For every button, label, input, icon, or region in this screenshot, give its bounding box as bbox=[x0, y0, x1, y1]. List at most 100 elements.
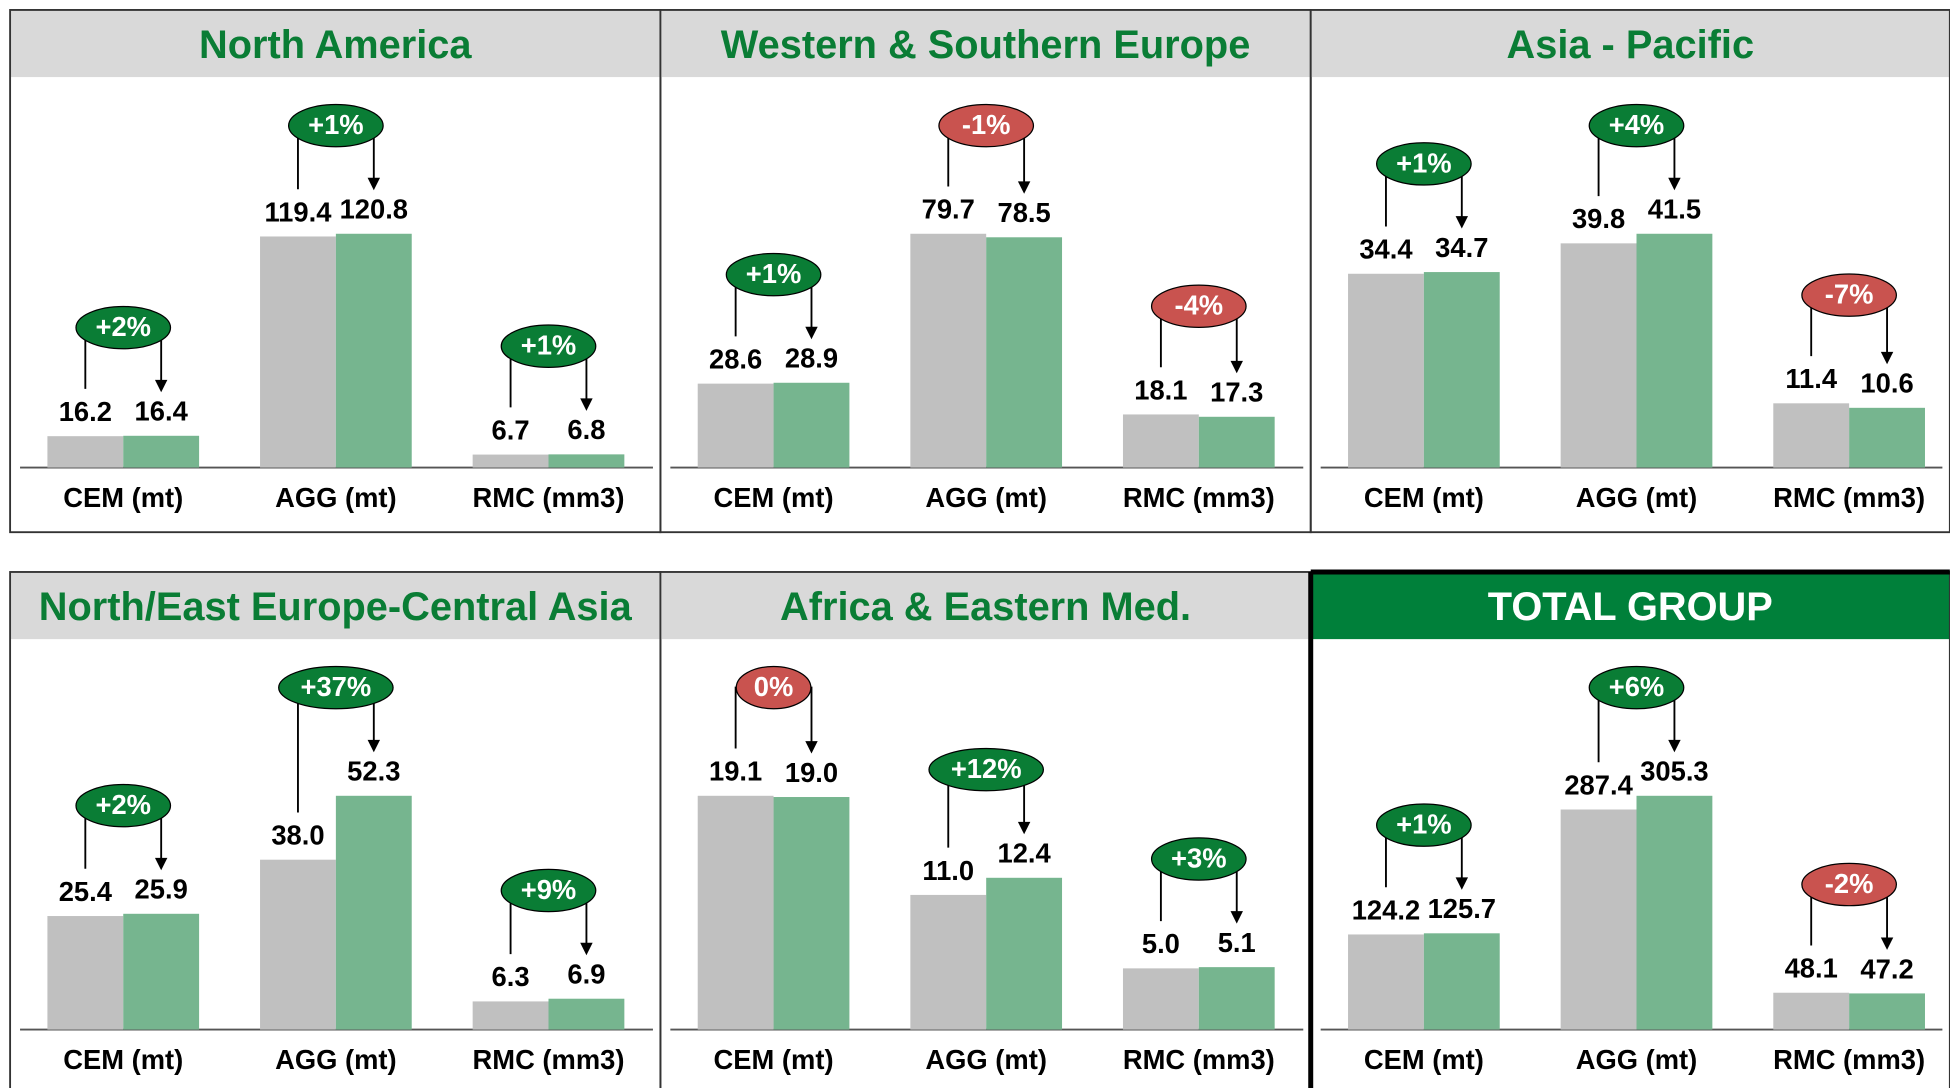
change-badge bbox=[75, 783, 172, 828]
change-label: +9% bbox=[521, 874, 576, 905]
category-label: AGG (mt) bbox=[275, 482, 397, 513]
bar bbox=[1773, 992, 1850, 1030]
bar bbox=[1122, 414, 1199, 468]
category-label: AGG (mt) bbox=[925, 1044, 1047, 1075]
bar bbox=[260, 859, 336, 1030]
value-label: 34.4 bbox=[1359, 234, 1413, 265]
value-label: 287.4 bbox=[1564, 769, 1633, 800]
bar bbox=[697, 795, 774, 1030]
header bbox=[1310, 571, 1950, 640]
value-label: 25.4 bbox=[59, 876, 113, 907]
value-label: 125.7 bbox=[1428, 893, 1496, 924]
value-label: 5.1 bbox=[1218, 927, 1256, 958]
change-badge bbox=[1801, 862, 1898, 907]
change-label: 0% bbox=[754, 671, 794, 702]
category-label: RMC (mm3) bbox=[473, 482, 625, 513]
arrowhead bbox=[805, 741, 818, 754]
change-label: +1% bbox=[1396, 147, 1452, 178]
category-label: AGG (mt) bbox=[925, 482, 1047, 513]
panel-title: North/East Europe-Central Asia bbox=[39, 585, 633, 629]
change-label: +37% bbox=[301, 671, 372, 702]
value-label: 12.4 bbox=[997, 838, 1051, 869]
bar bbox=[1423, 933, 1500, 1030]
change-label: -2% bbox=[1825, 868, 1874, 899]
change-label: +1% bbox=[1396, 809, 1452, 840]
change-badge bbox=[1376, 142, 1472, 186]
value-label: 79.7 bbox=[922, 194, 975, 225]
category-label: RMC (mm3) bbox=[1773, 1044, 1925, 1075]
bar bbox=[335, 233, 412, 468]
change-label: -4% bbox=[1174, 290, 1223, 321]
bar bbox=[1122, 968, 1199, 1030]
change-badge bbox=[278, 665, 394, 710]
change-label: +12% bbox=[951, 753, 1022, 784]
change-badge bbox=[500, 868, 597, 913]
bar bbox=[1348, 273, 1424, 468]
bar bbox=[548, 998, 625, 1030]
arrowhead bbox=[1017, 181, 1031, 194]
change-badge bbox=[500, 324, 597, 368]
value-label: 6.8 bbox=[567, 414, 605, 445]
change-label: +2% bbox=[96, 789, 152, 820]
arrowhead bbox=[367, 739, 381, 753]
arrowhead bbox=[154, 857, 168, 871]
value-label: 16.2 bbox=[59, 396, 112, 427]
value-label: 10.6 bbox=[1860, 368, 1913, 399]
value-label: 16.4 bbox=[135, 396, 189, 427]
value-label: 28.6 bbox=[709, 343, 762, 374]
bar bbox=[47, 916, 124, 1030]
header bbox=[10, 571, 661, 640]
bar bbox=[123, 913, 200, 1030]
arrowhead bbox=[367, 177, 381, 191]
category-label: RMC (mm3) bbox=[1773, 482, 1925, 513]
change-label: -1% bbox=[962, 109, 1011, 140]
value-label: 28.9 bbox=[785, 343, 838, 374]
category-label: AGG (mt) bbox=[275, 1044, 397, 1075]
panel-title: North America bbox=[199, 23, 472, 67]
panel-title: Asia - Pacific bbox=[1507, 23, 1755, 67]
change-badge bbox=[928, 747, 1045, 792]
value-label: 34.7 bbox=[1435, 232, 1488, 263]
bar bbox=[773, 797, 850, 1030]
value-label: 19.0 bbox=[785, 757, 838, 788]
bar bbox=[1560, 809, 1637, 1030]
category-label: CEM (mt) bbox=[714, 1044, 834, 1075]
bar bbox=[1198, 416, 1275, 468]
bar bbox=[1423, 272, 1500, 468]
category-label: CEM (mt) bbox=[1364, 482, 1484, 513]
bar bbox=[1849, 407, 1925, 468]
bar bbox=[1773, 403, 1850, 468]
bar bbox=[697, 383, 774, 468]
bar bbox=[1198, 967, 1275, 1030]
value-label: 6.3 bbox=[492, 961, 530, 992]
value-label: 48.1 bbox=[1785, 953, 1838, 984]
bar bbox=[986, 237, 1063, 468]
bar bbox=[548, 454, 625, 468]
bar bbox=[910, 233, 987, 468]
panel-title: Africa & Eastern Med. bbox=[780, 585, 1191, 629]
value-label: 41.5 bbox=[1648, 194, 1701, 225]
header bbox=[660, 571, 1311, 640]
category-label: CEM (mt) bbox=[63, 1044, 183, 1075]
change-badge bbox=[1588, 665, 1685, 710]
value-label: 17.3 bbox=[1210, 377, 1263, 408]
category-label: CEM (mt) bbox=[714, 482, 834, 513]
category-label: RMC (mm3) bbox=[473, 1044, 625, 1075]
value-label: 124.2 bbox=[1352, 894, 1420, 925]
change-label: +1% bbox=[308, 109, 364, 140]
change-badge bbox=[1801, 273, 1898, 317]
arrowhead bbox=[580, 398, 593, 411]
value-label: 305.3 bbox=[1640, 756, 1708, 787]
value-label: 78.5 bbox=[997, 197, 1050, 228]
change-badge bbox=[1150, 284, 1247, 329]
change-label: +1% bbox=[521, 330, 576, 361]
change-label: +2% bbox=[96, 311, 152, 342]
arrowhead bbox=[1668, 739, 1681, 753]
arrowhead bbox=[1455, 877, 1469, 890]
bar bbox=[123, 435, 200, 468]
value-label: 19.1 bbox=[709, 756, 762, 787]
arrowhead bbox=[1455, 216, 1469, 229]
value-label: 52.3 bbox=[347, 756, 400, 787]
header bbox=[10, 9, 661, 78]
bar bbox=[47, 436, 124, 468]
